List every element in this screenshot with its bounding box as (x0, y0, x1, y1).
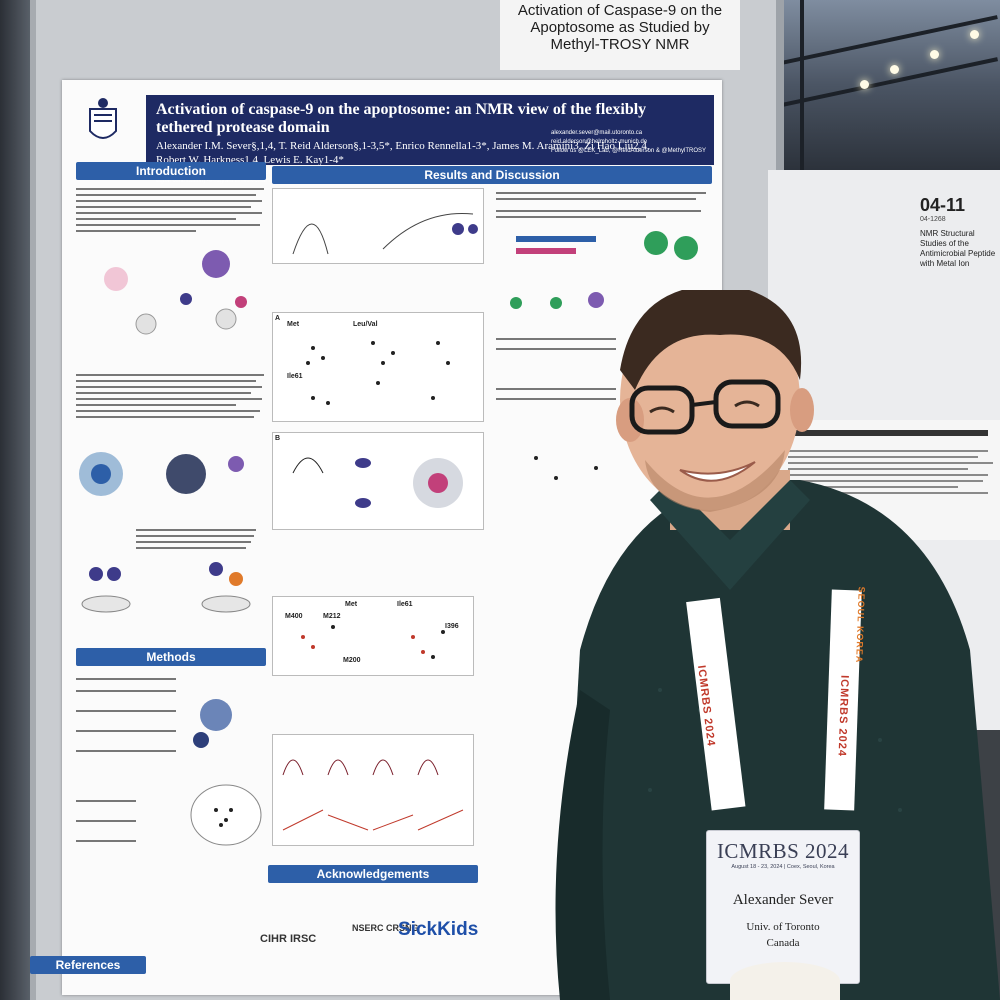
logo-nserc: NSERC CRSNG (352, 923, 419, 933)
section-results: Results and Discussion (272, 166, 712, 184)
section-references: References (30, 956, 146, 974)
peak-label-m200: M200 (343, 657, 361, 664)
convention-hall-ceiling (760, 0, 1000, 170)
name-badge: ICMRBS 2024 August 18 - 23, 2024 | Coex,… (706, 830, 860, 984)
contact-email-2: reid.alderson@helmholtz-munich.de (550, 139, 648, 145)
funding-logos: CIHR IRSC NSERC CRSNG SickKids (256, 905, 486, 955)
logo-cihr: CIHR IRSC (260, 933, 317, 945)
poster-authors-1: Alexander I.M. Sever§,1,4, T. Reid Alder… (156, 140, 650, 152)
section-introduction: Introduction (76, 162, 266, 180)
figure-nmr-spectra-b: B (272, 432, 484, 530)
poster-title-bar: Activation of caspase-9 on the apoptosom… (146, 95, 714, 184)
logo-sickkids: SickKids (398, 919, 479, 940)
section-methods: Methods (76, 648, 266, 666)
spectrum-label-ile-2: Ile61 (397, 601, 413, 608)
peak-label-m212: M212 (323, 613, 341, 620)
figure-c287a-spectra: Met Ile61 M400 M212 M200 I396 (272, 596, 474, 676)
figure-titration-curves (272, 734, 474, 846)
poster-contact: alexander.sever@mail.utoronto.ca reid.al… (551, 129, 706, 156)
spectrum-label-met-2: Met (345, 601, 358, 608)
spectrum-label-met: Met (287, 321, 300, 328)
badge-name: Alexander Sever (732, 892, 834, 908)
badge-conference: ICMRBS 2024 (716, 839, 850, 863)
top-poster-title: Activation of Caspase-9 on the Apoptosom… (517, 2, 723, 53)
section-acknowledgements: Acknowledgements (268, 865, 478, 883)
badge-dates: August 18 - 23, 2024 | Coex, Seoul, Kore… (731, 864, 835, 870)
badge-institution-line1: Univ. of Toronto (746, 921, 820, 933)
badge-institution-line2: Canada (766, 937, 800, 949)
poster-title: Activation of caspase-9 on the apoptosom… (156, 101, 647, 136)
top-poster-title-board: Activation of Caspase-9 on the Apoptosom… (500, 0, 740, 70)
results-right-column (496, 192, 706, 480)
spectrum-label-ile: Ile61 (287, 373, 303, 380)
spectrum-label-leuval: Leu/Val (353, 321, 378, 328)
adjacent-poster-card: 04-11 04-1268 NMR Structural Studies of … (920, 195, 1000, 275)
figure-sec-mals (272, 188, 484, 264)
panel-label-b: B (275, 435, 281, 442)
poster-number: 04-11 (920, 195, 966, 215)
peak-label-m400: M400 (285, 613, 303, 620)
university-crest-icon (89, 98, 117, 139)
adjacent-poster-title: NMR Structural Studies of the Antimicrob… (920, 229, 996, 268)
figure-nmr-spectra-a: A Met Leu/Val Ile61 (272, 312, 484, 422)
contact-social: Follow us @LEK_Lab, @ReidAlderson & @Met… (550, 148, 706, 154)
poster-id: 04-1268 (920, 216, 946, 223)
contact-email-1: alexander.sever@mail.utoronto.ca (550, 130, 643, 136)
paper-cup (730, 962, 840, 1000)
introduction-column (76, 188, 264, 613)
badge-institution: Univ. of Toronto Canada (707, 919, 859, 951)
presenter-person (555, 290, 1000, 1000)
methods-column (76, 678, 262, 846)
peak-label-i396: I396 (445, 623, 459, 630)
panel-label-a: A (275, 315, 281, 322)
left-wall-panel (0, 0, 30, 1000)
